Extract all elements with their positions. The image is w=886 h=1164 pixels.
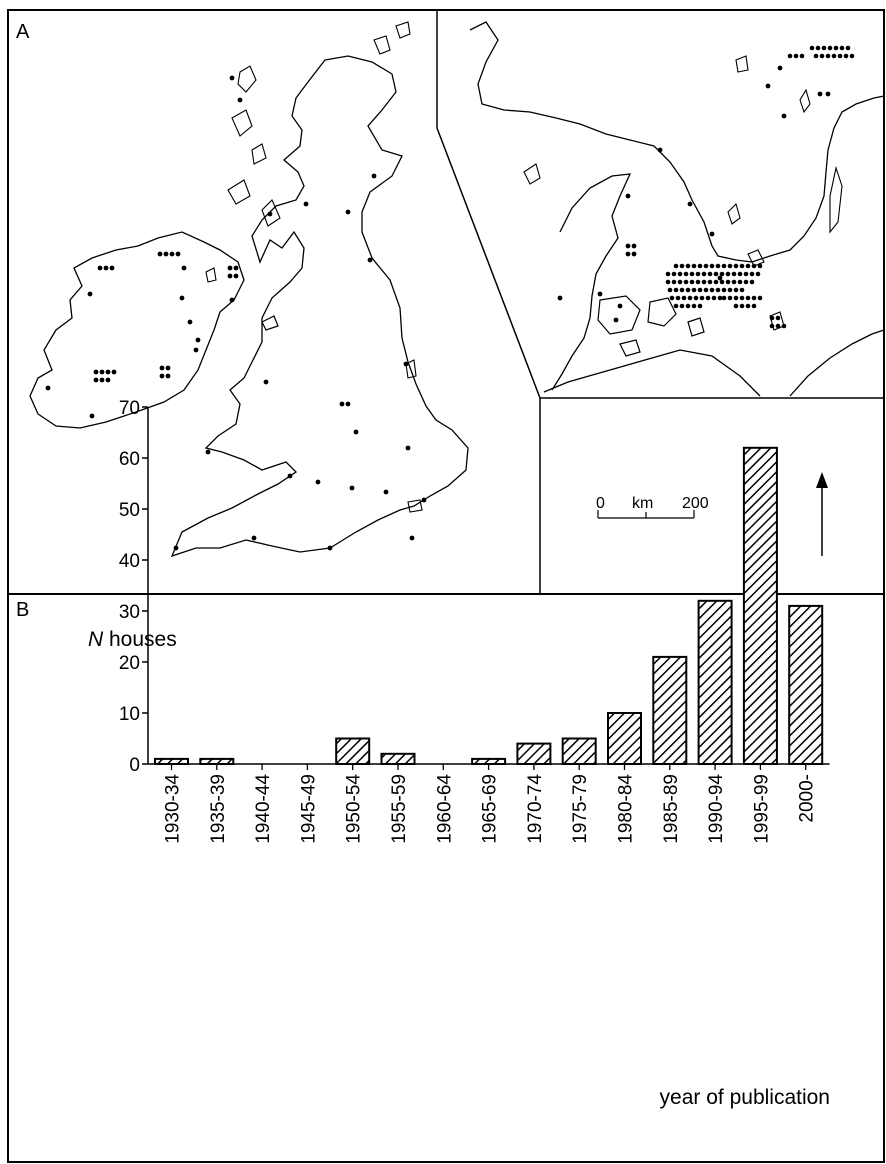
scandinavia-coastline xyxy=(469,21,885,263)
baltic-south-coast xyxy=(543,349,761,397)
north-arrow-icon xyxy=(816,472,828,556)
x-tick-label: 1950-54 xyxy=(344,774,365,844)
x-tick-label: 2000- xyxy=(797,774,818,823)
bar-1930-34 xyxy=(154,757,189,766)
site-dot-cluster-scania xyxy=(665,263,763,309)
scale-end: 200 xyxy=(682,495,709,512)
map-divider xyxy=(436,10,541,594)
x-tick-label: 1930-34 xyxy=(163,774,184,844)
small-islands xyxy=(205,21,423,513)
bar-1950-54 xyxy=(335,737,371,765)
map-panel: A xyxy=(7,9,885,595)
baltic-east-coast xyxy=(789,329,885,397)
bar-1970-74 xyxy=(516,742,552,765)
x-tick-label: 1975-79 xyxy=(570,774,591,844)
ireland-coastline xyxy=(29,231,245,429)
site-dots-scandinavia xyxy=(557,65,831,323)
x-tick-label: 1995-99 xyxy=(751,774,772,844)
y-tick-label: 60 xyxy=(119,449,140,470)
x-tick-label: 1965-69 xyxy=(480,774,501,844)
x-tick-label: 1940-44 xyxy=(253,774,274,844)
y-tick-label: 70 xyxy=(119,398,140,419)
y-axis-label-italic: N xyxy=(88,628,104,651)
bars xyxy=(154,446,824,766)
x-axis-label: year of publication xyxy=(660,1086,830,1109)
danish-islands xyxy=(597,295,705,357)
site-dot-cluster-north xyxy=(769,45,855,329)
bar-1990-94 xyxy=(697,599,733,765)
y-tick-label: 40 xyxy=(119,551,140,572)
y-axis: 0 10 20 30 40 50 60 70 xyxy=(119,398,149,776)
bar-1995-99 xyxy=(742,446,778,765)
x-axis: 1930-34 1935-39 1940-44 1945-49 1950-54 1955-… xyxy=(148,763,830,844)
y-axis-label-rest: houses xyxy=(103,628,177,651)
x-tick-label: 1990-94 xyxy=(706,774,727,844)
scale-unit: km xyxy=(632,495,653,512)
scale-start: 0 xyxy=(596,495,605,512)
y-tick-label: 50 xyxy=(119,500,140,521)
jutland-coastline xyxy=(551,173,632,391)
bar-1955-59 xyxy=(380,752,416,765)
y-axis-label: N houses xyxy=(88,628,177,651)
bar-1980-84 xyxy=(607,712,642,765)
panel-a-label: A xyxy=(16,21,30,43)
x-tick-label: 1985-89 xyxy=(661,774,682,844)
isle-of-man xyxy=(261,315,279,331)
britain-coastline xyxy=(170,55,469,558)
x-tick-label: 1970-74 xyxy=(525,774,546,844)
x-tick-label: 1935-39 xyxy=(208,774,229,844)
x-tick-label: 1980-84 xyxy=(616,774,637,844)
x-tick-label: 1945-49 xyxy=(298,774,319,844)
x-tick-label: 1960-64 xyxy=(434,774,455,844)
chart-panel: B N houses 0 10 20 30 40 50 60 70 1930-34 1935-3… xyxy=(7,398,885,1163)
bar-2000- xyxy=(788,604,824,766)
bar-1975-79 xyxy=(561,737,597,765)
bar-1965-69 xyxy=(471,757,507,766)
y-tick-label: 0 xyxy=(129,755,140,776)
x-tick-label: 1955-59 xyxy=(389,774,410,844)
y-tick-label: 20 xyxy=(119,653,140,674)
scale-bar: 0 km 200 xyxy=(596,495,709,519)
chart-frame xyxy=(7,593,885,1163)
panel-b-label: B xyxy=(16,599,29,621)
bar-1985-89 xyxy=(652,655,688,766)
y-tick-label: 10 xyxy=(119,704,140,725)
baltic-islands xyxy=(523,55,843,331)
bar-1935-39 xyxy=(199,757,235,766)
site-dots-britain xyxy=(45,75,427,551)
y-tick-label: 30 xyxy=(119,602,140,623)
